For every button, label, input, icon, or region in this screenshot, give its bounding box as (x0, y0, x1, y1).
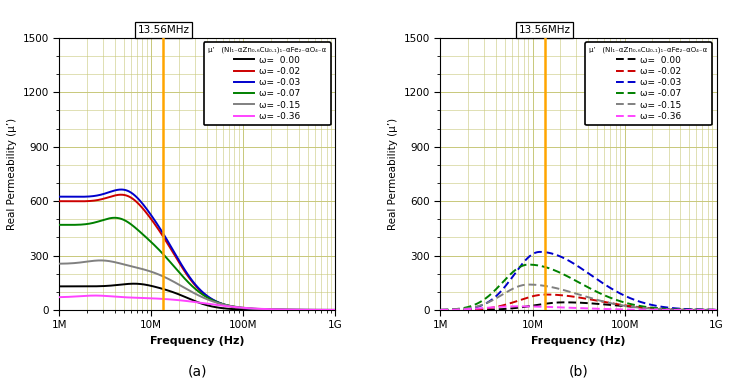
Text: 13.56MHz: 13.56MHz (137, 25, 189, 35)
Text: 13.56MHz: 13.56MHz (519, 25, 571, 35)
Text: (a): (a) (188, 364, 207, 378)
Y-axis label: Real Permeability (μ’): Real Permeability (μ’) (7, 118, 17, 230)
Legend: ω=  0.00, ω= -0.02, ω= -0.03, ω= -0.07, ω= -0.15, ω= -0.36: ω= 0.00, ω= -0.02, ω= -0.03, ω= -0.07, ω… (204, 42, 331, 125)
Y-axis label: Real Permeability (μ’): Real Permeability (μ’) (388, 118, 398, 230)
X-axis label: Frequency (Hz): Frequency (Hz) (150, 336, 245, 346)
Legend: ω=  0.00, ω= -0.02, ω= -0.03, ω= -0.07, ω= -0.15, ω= -0.36: ω= 0.00, ω= -0.02, ω= -0.03, ω= -0.07, ω… (585, 42, 712, 125)
Text: (b): (b) (569, 364, 588, 378)
X-axis label: Frequency (Hz): Frequency (Hz) (531, 336, 626, 346)
